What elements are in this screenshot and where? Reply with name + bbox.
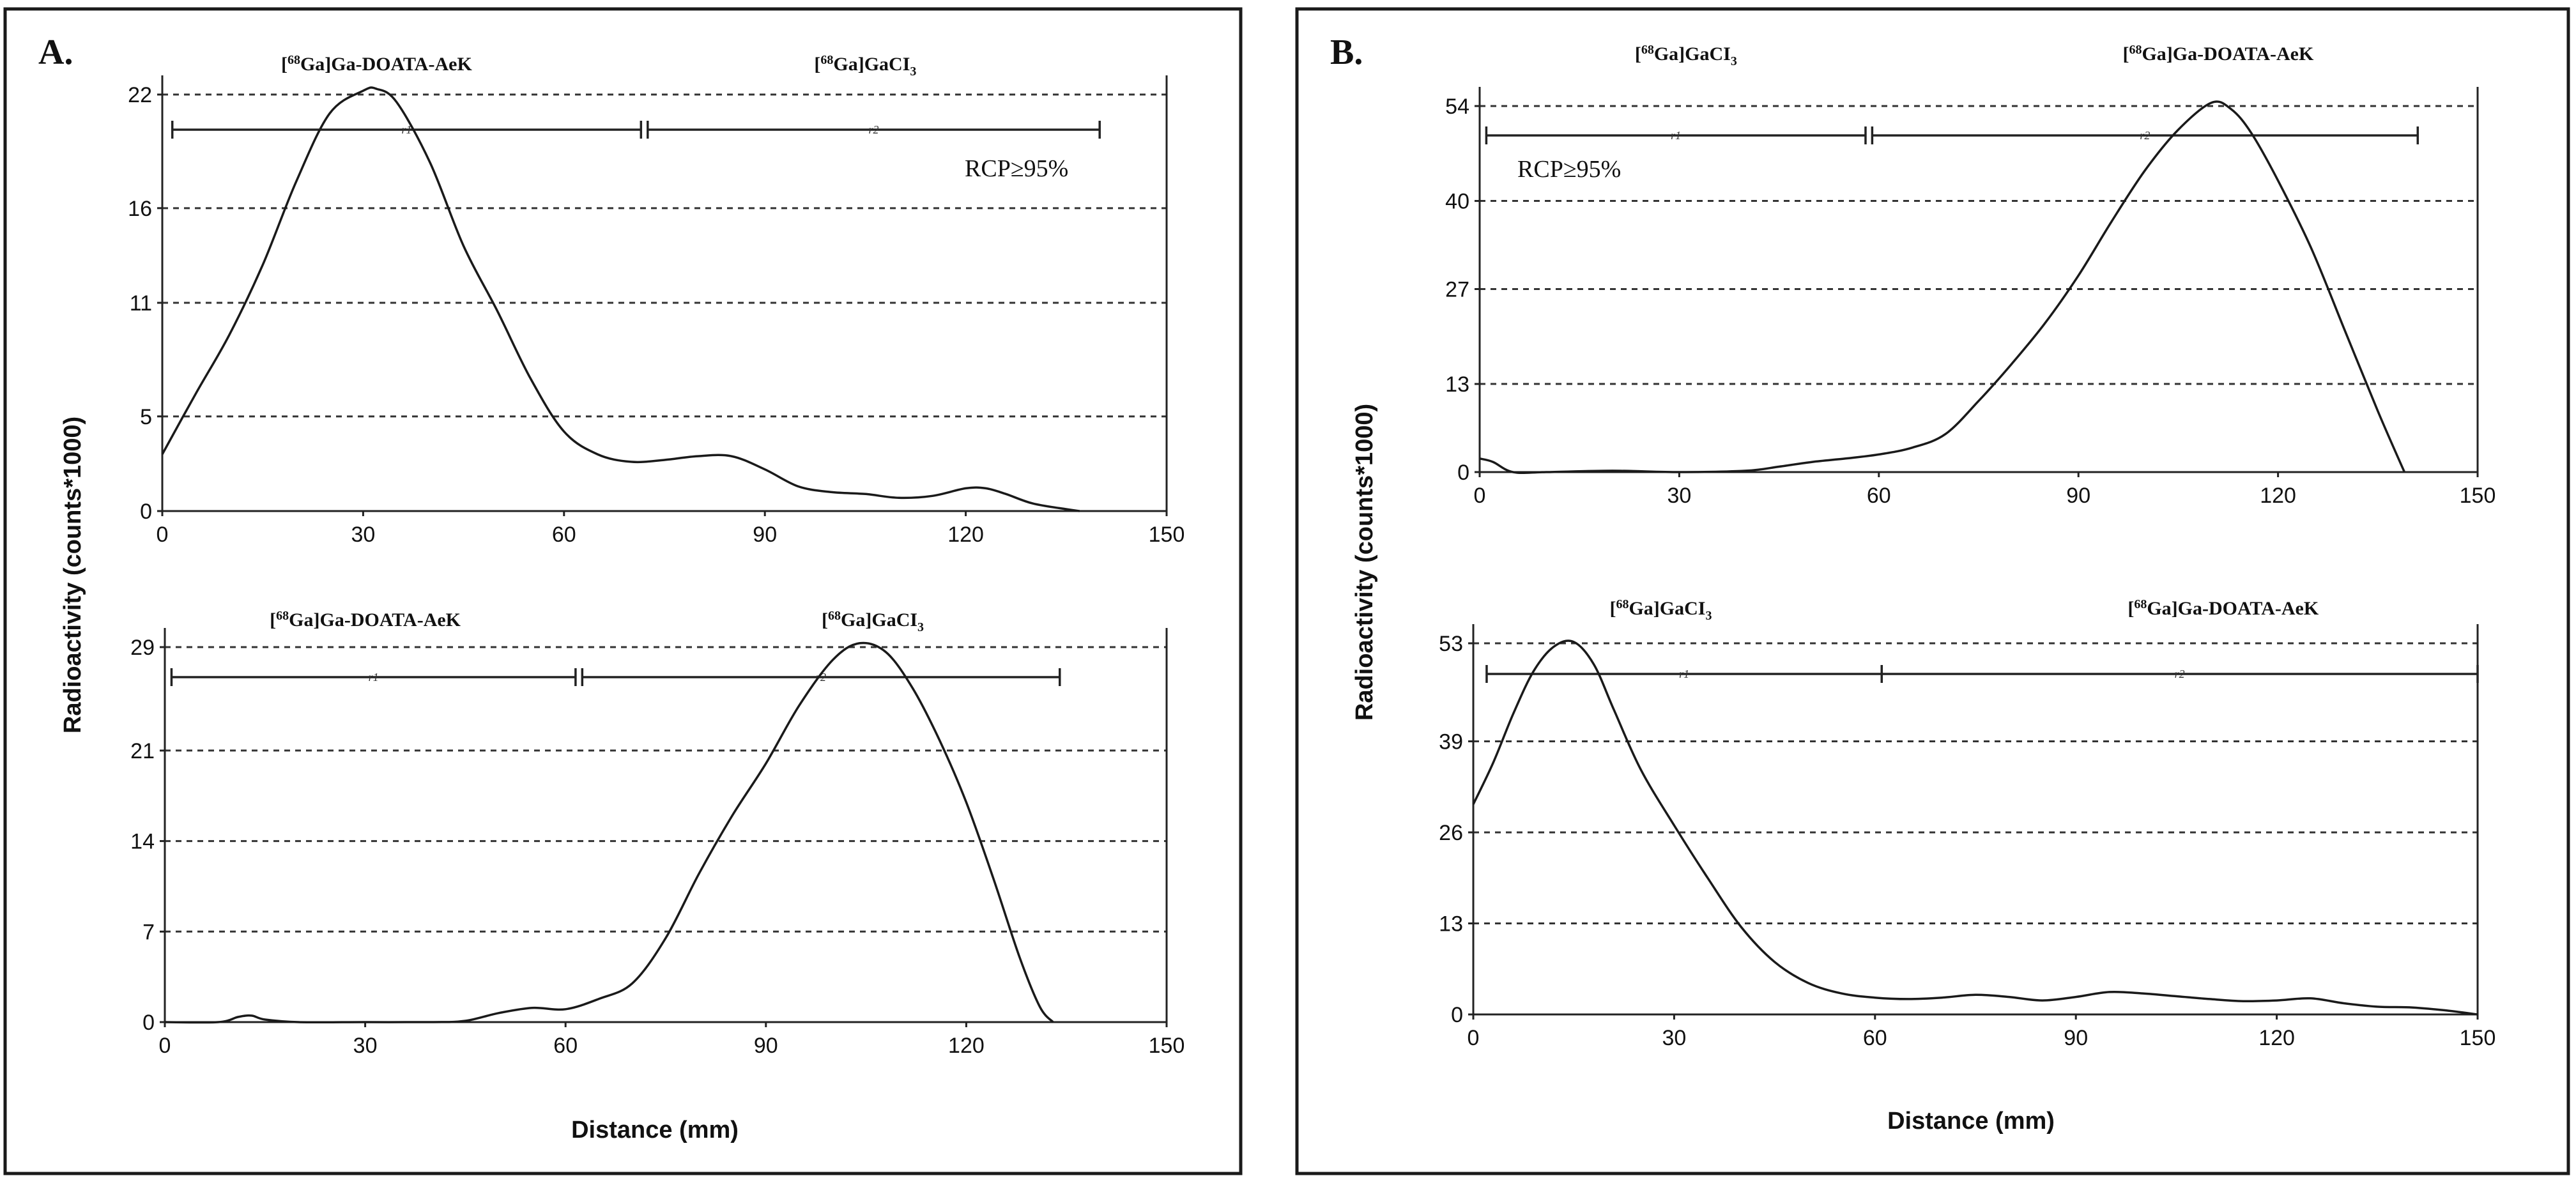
panel-a-letter: A. [38,33,73,72]
region-label: r2 [816,671,826,684]
y-tick-label: 27 [1445,278,1469,302]
x-tick-label: 60 [552,523,576,547]
x-tick-label: 120 [2258,1026,2295,1050]
region-label: r2 [2140,129,2150,142]
x-tick-label: 150 [2460,1026,2496,1050]
y-tick-label: 0 [142,1011,155,1035]
panel-a-frame [3,7,1243,1175]
y-tick-label: 53 [1439,632,1463,656]
y-tick-label: 7 [142,920,155,944]
x-tick-label: 150 [1149,1034,1185,1058]
panel-b-xlabel: Distance (mm) [1887,1108,2055,1135]
x-tick-label: 60 [1863,1026,1887,1050]
x-tick-label: 60 [1867,484,1891,508]
x-tick-label: 30 [1662,1026,1686,1050]
x-tick-label: 0 [157,523,169,547]
x-tick-label: 30 [353,1034,378,1058]
x-tick-label: 120 [947,523,984,547]
y-tick-label: 21 [130,739,155,763]
panel-b-ylabel: Radioactivity (counts*1000) [1351,404,1378,721]
series-line [161,86,1080,512]
x-tick-label: 150 [2460,484,2496,508]
chart-a-bottom: 0 7 14 21 29 0 30 60 90 120 150 r1 r2 [68Ga]Ga-DOATA-… [130,609,1184,1058]
panel-a-xlabel: Distance (mm) [571,1117,739,1143]
panel-b-rcp-annotation: RCP≥95% [1517,156,1621,183]
x-tick-label: 90 [753,523,777,547]
y-tick-label: 13 [1439,912,1463,936]
y-tick-label: 29 [130,636,155,660]
region-label: r1 [402,123,412,136]
x-tick-label: 120 [948,1034,985,1058]
x-tick-label: 0 [159,1034,171,1058]
y-tick-label: 39 [1439,730,1463,754]
region-label: r2 [2175,668,2185,680]
x-tick-label: 90 [754,1034,778,1058]
panel-b-letter: B. [1330,33,1363,72]
y-tick-label: 22 [128,83,152,107]
chart-b-top: 0 13 27 40 54 0 30 60 90 120 150 r1 r2 [68Ga]GaCI3 [68… [1445,43,2496,508]
y-tick-label: 13 [1445,372,1469,397]
peak-label: [68Ga]GaCI3 [1635,43,1737,68]
region-label: r2 [868,123,878,136]
peak-label: [68Ga]GaCI3 [814,53,916,79]
chart-a-top: 0 5 11 16 22 0 30 60 90 120 150 r1 r2 [68Ga]Ga-DOATA-… [128,53,1184,547]
y-tick-label: 54 [1445,95,1469,119]
series-line [1479,100,2406,475]
y-tick-label: 26 [1439,821,1463,845]
region-label: r1 [369,671,379,684]
y-tick-label: 0 [1451,1003,1463,1027]
x-tick-label: 60 [553,1034,578,1058]
peak-label: [68Ga]GaCI3 [822,609,924,634]
y-tick-label: 5 [140,405,152,429]
x-tick-label: 0 [1474,484,1486,508]
peak-label: [68Ga]Ga-DOATA-AeK [270,609,461,631]
x-tick-label: 150 [1149,523,1185,547]
peak-label: [68Ga]Ga-DOATA-AeK [281,53,473,75]
y-tick-label: 11 [130,291,152,316]
y-tick-label: 40 [1445,190,1469,214]
x-tick-label: 90 [2066,484,2090,508]
x-tick-label: 30 [1667,484,1691,508]
series-line [164,641,1054,1024]
y-tick-label: 0 [140,500,152,524]
x-tick-label: 0 [1468,1026,1480,1050]
x-tick-label: 90 [2064,1026,2088,1050]
peak-label: [68Ga]GaCI3 [1609,597,1712,623]
y-tick-label: 16 [128,197,152,221]
y-tick-label: 14 [130,830,155,854]
peak-label: [68Ga]Ga-DOATA-AeK [2128,597,2319,619]
peak-label: [68Ga]Ga-DOATA-AeK [2122,43,2314,65]
chart-b-bottom: 0 13 26 39 53 0 30 60 90 120 150 r1 r2 [68Ga]GaCI3 [68… [1439,597,2496,1050]
x-tick-label: 30 [351,523,375,547]
panel-a-ylabel: Radioactivity (counts*1000) [59,417,86,733]
region-label: r1 [1679,668,1689,680]
series-line [1472,639,2478,1016]
panel-a-rcp-annotation: RCP≥95% [965,155,1068,182]
panel-b-frame [1295,7,2570,1175]
region-label: r1 [1671,129,1681,142]
y-tick-label: 0 [1457,461,1469,485]
x-tick-label: 120 [2260,484,2296,508]
